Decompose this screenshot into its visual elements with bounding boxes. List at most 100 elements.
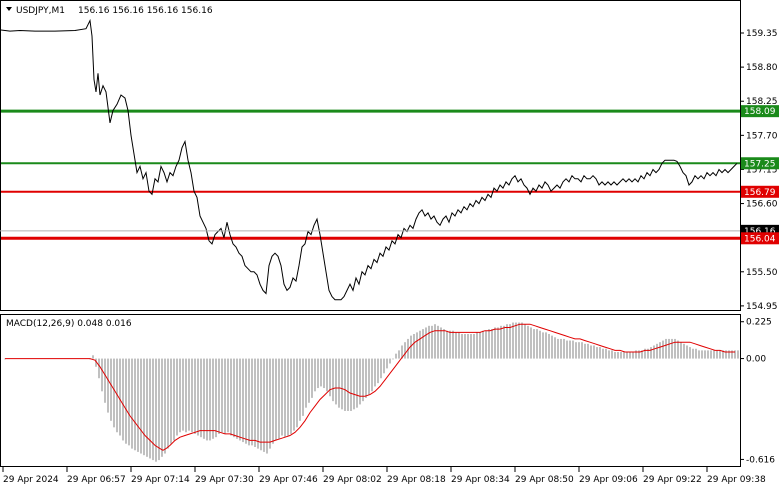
macd-bar	[437, 325, 439, 359]
price-axis: 159.35 158.80 158.25 157.70 157.15 156.60 155.…	[0, 29, 779, 312]
macd-bar	[716, 350, 718, 359]
macd-bar	[719, 350, 721, 359]
macd-bar	[320, 358, 322, 387]
macd-bar	[617, 352, 619, 359]
macd-bar	[659, 342, 661, 359]
macd-bar	[236, 358, 238, 439]
macd-bar	[626, 352, 628, 359]
time-tick-label: 29 Apr 08:50	[515, 475, 574, 485]
macd-bar	[503, 325, 505, 359]
macd-bar	[644, 348, 646, 359]
time-tick-label: 29 Apr 09:38	[707, 475, 766, 485]
macd-bar	[527, 325, 529, 359]
macd-bar	[623, 352, 625, 359]
price-tick-label: 156.60	[746, 200, 778, 210]
macd-bar	[464, 334, 466, 359]
macd-bar	[326, 358, 328, 392]
macd-bar	[143, 358, 145, 456]
macd-bar	[680, 342, 682, 359]
macd-bar	[392, 358, 394, 360]
macd-bar	[704, 350, 706, 359]
macd-bar	[500, 325, 502, 359]
macd-bar	[533, 329, 535, 359]
price-plot-area[interactable]	[0, 0, 741, 311]
macd-bar	[212, 358, 214, 439]
macd-bar	[128, 358, 130, 446]
macd-bar	[389, 358, 391, 364]
macd-bar	[734, 350, 736, 359]
macd-bar	[341, 358, 343, 410]
macd-bar	[248, 358, 250, 446]
macd-bar	[146, 358, 148, 457]
time-tick-label: 29 Apr 08:18	[387, 475, 446, 485]
macd-bar	[350, 358, 352, 411]
current-price-label: 156.16	[744, 227, 776, 237]
macd-bar	[431, 325, 433, 359]
macd-bar	[473, 334, 475, 359]
price-tick-label: 154.95	[746, 302, 778, 312]
macd-bar	[575, 342, 577, 359]
price-tick-label: 159.35	[746, 29, 778, 39]
macd-bar	[485, 330, 487, 359]
macd-bar	[227, 358, 229, 433]
macd-bar	[398, 350, 400, 359]
macd-bar	[554, 337, 556, 359]
macd-bar	[230, 358, 232, 436]
macd-bar	[440, 327, 442, 359]
macd-bar	[434, 324, 436, 359]
macd-bar	[548, 334, 550, 359]
macd-bar	[422, 329, 424, 359]
macd-bar	[215, 358, 217, 438]
macd-bar	[506, 324, 508, 359]
macd-bar	[152, 358, 154, 461]
macd-bar	[605, 348, 607, 359]
macd-bar	[368, 358, 370, 395]
macd-bar	[419, 330, 421, 359]
price-tick-label: 157.15	[746, 165, 778, 175]
macd-bar	[521, 322, 523, 359]
level-price-label: 156.04	[744, 234, 776, 244]
macd-bar	[563, 338, 565, 359]
macd-bar	[662, 340, 664, 359]
macd-bar	[224, 358, 226, 434]
macd-bar	[536, 329, 538, 359]
macd-bar	[362, 358, 364, 402]
macd-bar	[365, 358, 367, 398]
macd-bar	[206, 358, 208, 441]
macd-bar	[125, 358, 127, 444]
macd-bar	[335, 358, 337, 405]
macd-bar	[425, 327, 427, 359]
macd-bar	[155, 358, 157, 462]
macd-bar	[185, 358, 187, 433]
macd-bar	[260, 358, 262, 451]
macd-bar	[515, 322, 517, 359]
price-tick-label: 158.25	[746, 97, 778, 107]
macd-bar	[131, 358, 133, 449]
macd-bar	[149, 358, 151, 459]
level-lines	[1, 109, 740, 240]
macd-bar	[92, 355, 94, 359]
macd-bar	[218, 358, 220, 434]
macd-bar	[278, 358, 280, 439]
price-line	[0, 18, 738, 301]
macd-bar	[254, 358, 256, 447]
dropdown-triangle-icon[interactable]	[6, 7, 12, 11]
macd-bar	[203, 358, 205, 439]
macd-bar	[122, 358, 124, 441]
macd-tick-label: -0.616	[746, 455, 775, 465]
macd-bar	[200, 358, 202, 438]
macd-bar	[383, 358, 385, 374]
macd-bar	[170, 358, 172, 444]
macd-bar	[695, 348, 697, 359]
macd-bar	[467, 334, 469, 359]
macd-bar	[491, 329, 493, 359]
macd-bar	[731, 350, 733, 359]
macd-bar	[608, 350, 610, 359]
macd-bar	[194, 358, 196, 434]
macd-bar	[233, 358, 235, 438]
macd-bar	[599, 347, 601, 359]
macd-bar	[602, 348, 604, 359]
macd-bar	[413, 334, 415, 359]
macd-bar	[266, 358, 268, 454]
